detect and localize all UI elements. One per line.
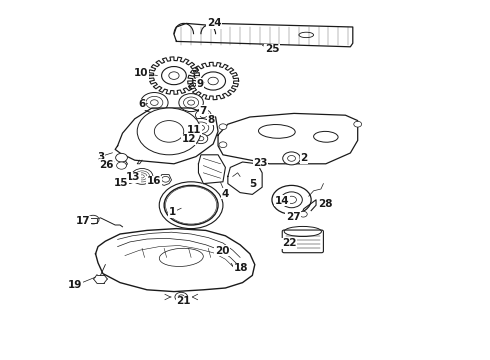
Text: 24: 24 xyxy=(207,18,221,28)
Circle shape xyxy=(179,94,203,112)
Circle shape xyxy=(146,96,163,109)
Circle shape xyxy=(198,136,204,141)
Circle shape xyxy=(287,196,296,203)
Circle shape xyxy=(150,100,158,105)
Text: 25: 25 xyxy=(265,44,279,54)
Text: 18: 18 xyxy=(234,263,248,273)
Text: 6: 6 xyxy=(139,99,146,109)
Polygon shape xyxy=(96,229,255,292)
Text: 7: 7 xyxy=(199,105,207,116)
Circle shape xyxy=(137,173,147,180)
Text: 2: 2 xyxy=(300,153,307,163)
Circle shape xyxy=(188,118,214,137)
Circle shape xyxy=(354,121,362,127)
Circle shape xyxy=(299,211,307,217)
Text: 13: 13 xyxy=(125,172,140,183)
Circle shape xyxy=(178,295,184,299)
Circle shape xyxy=(219,142,227,148)
Text: 4: 4 xyxy=(221,189,229,199)
Polygon shape xyxy=(228,162,262,194)
Circle shape xyxy=(188,100,195,105)
Circle shape xyxy=(196,109,211,121)
Circle shape xyxy=(164,185,218,225)
Circle shape xyxy=(288,156,295,161)
Text: 5: 5 xyxy=(249,179,256,189)
Circle shape xyxy=(281,192,302,208)
Circle shape xyxy=(137,108,201,155)
Circle shape xyxy=(193,122,209,134)
Circle shape xyxy=(272,185,311,214)
Polygon shape xyxy=(174,23,353,47)
Text: 3: 3 xyxy=(97,152,104,162)
Text: 15: 15 xyxy=(114,177,129,188)
Circle shape xyxy=(154,121,184,142)
Circle shape xyxy=(116,153,127,162)
Polygon shape xyxy=(198,155,225,184)
Text: 14: 14 xyxy=(275,196,290,206)
Text: 20: 20 xyxy=(215,246,229,256)
Circle shape xyxy=(175,292,188,302)
Text: 22: 22 xyxy=(282,238,296,248)
Text: 17: 17 xyxy=(76,216,91,226)
Circle shape xyxy=(194,134,208,144)
Text: 11: 11 xyxy=(187,125,201,135)
Text: 12: 12 xyxy=(181,134,196,144)
Circle shape xyxy=(197,125,204,130)
Text: 19: 19 xyxy=(68,280,82,291)
Text: 16: 16 xyxy=(147,176,161,186)
Text: 9: 9 xyxy=(196,78,203,89)
Text: 10: 10 xyxy=(134,68,148,78)
FancyBboxPatch shape xyxy=(282,230,323,253)
Circle shape xyxy=(219,124,227,130)
Text: 23: 23 xyxy=(253,158,268,168)
Text: 26: 26 xyxy=(99,159,114,170)
Circle shape xyxy=(87,215,99,224)
Circle shape xyxy=(140,175,144,178)
Text: 8: 8 xyxy=(207,114,214,125)
Polygon shape xyxy=(115,108,218,164)
Circle shape xyxy=(184,200,198,211)
Circle shape xyxy=(168,188,214,222)
Circle shape xyxy=(200,113,207,118)
Text: 21: 21 xyxy=(176,296,191,306)
Circle shape xyxy=(117,162,126,169)
Circle shape xyxy=(131,168,153,184)
Circle shape xyxy=(283,152,300,165)
Circle shape xyxy=(162,176,170,182)
Text: 27: 27 xyxy=(286,212,300,222)
Text: 1: 1 xyxy=(169,207,176,217)
Circle shape xyxy=(183,97,199,108)
Circle shape xyxy=(174,193,208,217)
Circle shape xyxy=(141,93,168,113)
Circle shape xyxy=(135,171,149,182)
Polygon shape xyxy=(218,113,358,164)
Text: 28: 28 xyxy=(318,199,333,210)
Circle shape xyxy=(166,186,217,224)
